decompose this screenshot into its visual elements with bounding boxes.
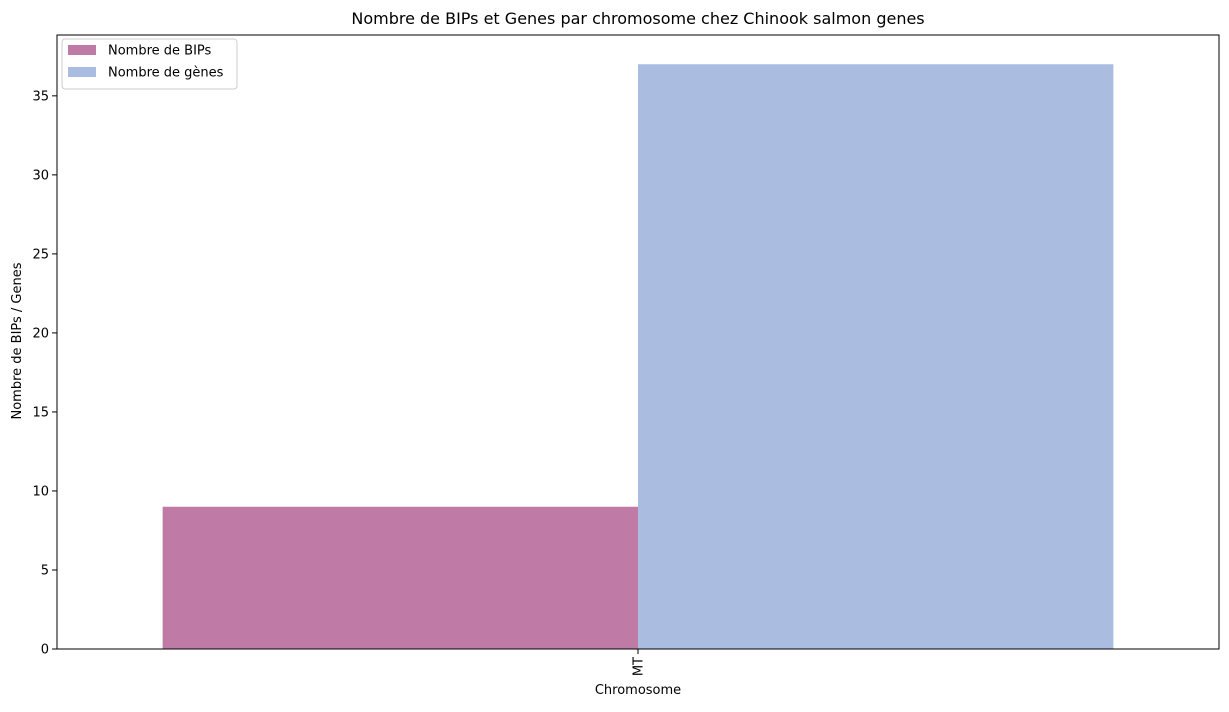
y-tick-label: 30 [32, 168, 49, 183]
y-axis-label: Nombre de BIPs / Genes [10, 262, 25, 419]
legend-items: Nombre de BIPs Nombre de gènes [68, 44, 224, 81]
legend-label: Nombre de BIPs [108, 44, 212, 59]
y-tick-label: 20 [32, 326, 49, 341]
legend-frame [61, 38, 238, 90]
bar-genes-mt [638, 64, 1114, 649]
y-tick-label: 15 [32, 405, 49, 420]
y-tick-label: 25 [32, 247, 49, 262]
x-axis-label: Chromosome [595, 683, 681, 698]
y-tick-label: 0 [41, 643, 49, 658]
y-tick-label: 35 [32, 89, 49, 104]
x-tick-label: MT [632, 657, 647, 676]
legend-swatch [68, 67, 96, 77]
y-tick-label: 5 [41, 563, 49, 578]
legend-label: Nombre de gènes [108, 66, 224, 81]
bar-bips-mt [162, 506, 639, 649]
legend-swatch [68, 45, 96, 55]
y-tick-label: 10 [32, 484, 49, 499]
bars-layer [162, 64, 1114, 649]
y-axis: 0 5 10 15 20 25 30 35 [32, 89, 57, 658]
chart-title: Nombre de BIPs et Genes par chromosome c… [351, 9, 924, 28]
legend: Nombre de BIPs Nombre de gènes [61, 38, 238, 90]
x-axis: MT [632, 649, 647, 676]
